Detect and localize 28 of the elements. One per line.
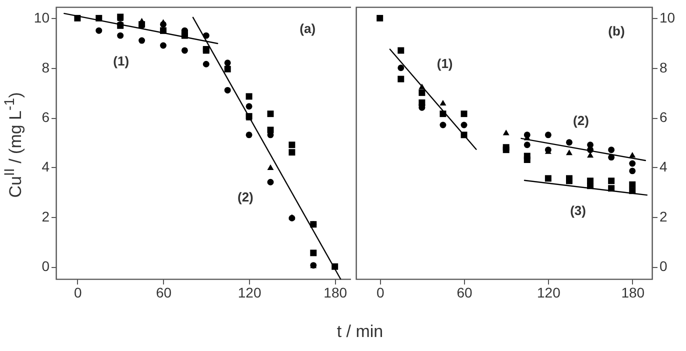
annotation: (b) [608,23,625,38]
annotation: (1) [436,56,453,72]
y-tick-label: 10 [34,10,50,26]
x-tick-label: 120 [238,284,262,300]
y2-tick-label: 4 [660,158,668,175]
annotation: (a) [300,20,316,36]
y2-tick-label: 2 [660,208,668,224]
annotation: (2) [237,189,254,204]
y-tick-label: 8 [42,59,50,76]
y2-tick-label: 6 [660,109,668,126]
x-tick-label: 0 [74,284,82,300]
y2-tick-label: 8 [660,59,668,76]
y2-tick-label: 10 [660,10,676,26]
y-tick-label: 0 [42,258,50,274]
x-tick-label: 0 [376,284,384,300]
y-tick-label: 4 [42,158,50,175]
y-tick-label: 6 [42,109,50,126]
annotation: (3) [570,203,586,218]
x-tick-label: 60 [456,284,473,300]
x-tick-label: 120 [537,284,561,300]
annotation: (1) [113,53,130,68]
x-tick-label: 180 [324,284,348,300]
y-tick-label: 2 [42,208,50,224]
x-tick-label: 180 [621,284,645,300]
x-tick-label: 60 [156,284,172,300]
y2-tick-label: 0 [660,258,668,274]
annotation: (2) [573,113,589,128]
x-axis-title: t / min [336,322,384,342]
